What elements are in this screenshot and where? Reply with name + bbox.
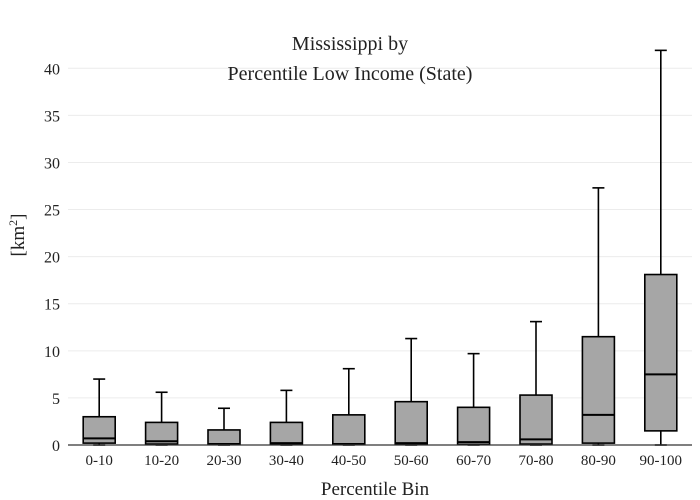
- y-tick-label: 20: [44, 250, 60, 267]
- x-tick-label: 90-100: [640, 453, 683, 469]
- box-50-60: [394, 337, 429, 446]
- box-40-50: [331, 367, 366, 446]
- y-tick-label: 40: [44, 61, 60, 78]
- box-layer: [82, 49, 678, 446]
- y-tick-label: 25: [44, 203, 60, 220]
- iqr-box: [144, 421, 179, 445]
- y-axis-label-superscript: 2: [6, 220, 20, 226]
- x-tick-label: 0-10: [85, 453, 113, 469]
- x-tick-label: 10-20: [144, 453, 179, 469]
- x-tick-label: 80-90: [581, 453, 616, 469]
- chart-title-line2: Percentile Low Income (State): [228, 63, 473, 85]
- x-tick-label: 50-60: [394, 453, 429, 469]
- box-20-30: [207, 407, 241, 446]
- iqr-box: [394, 400, 429, 446]
- y-tick-label: 30: [44, 155, 60, 172]
- iqr-box: [456, 406, 491, 446]
- y-axis-label-close: ]: [8, 214, 29, 220]
- y-tick-label: 35: [44, 108, 60, 125]
- box-30-40: [269, 389, 304, 446]
- x-tick-label: 20-30: [207, 453, 242, 469]
- iqr-box: [207, 429, 241, 446]
- box-10-20: [144, 391, 179, 446]
- x-axis-label: Percentile Bin: [321, 479, 430, 500]
- grid-layer: [68, 67, 692, 399]
- chart-title-line1: Mississippi by: [292, 33, 408, 55]
- y-axis-label: [km2]: [6, 214, 29, 257]
- box-90-100: [643, 49, 678, 446]
- x-tick-label: 40-50: [331, 453, 366, 469]
- y-axis-label-main: [km: [8, 226, 29, 257]
- x-tick-labels: 0-10 10-20 20-30 30-40 40-50 50-60 60-70 70-80 8…: [85, 453, 682, 469]
- x-tick-label: 70-80: [519, 453, 554, 469]
- y-tick-label: 10: [44, 344, 60, 361]
- y-tick-labels: 0 5 10 15 20 25 30 35 40: [44, 61, 60, 455]
- y-tick-label: 15: [44, 297, 60, 314]
- box-70-80: [519, 320, 553, 446]
- x-tick-label: 30-40: [269, 453, 304, 469]
- x-tick-label: 60-70: [456, 453, 491, 469]
- iqr-box: [643, 273, 678, 432]
- iqr-box: [331, 414, 366, 446]
- iqr-box: [581, 335, 616, 444]
- box-80-90: [581, 187, 616, 446]
- y-tick-label: 5: [52, 391, 60, 408]
- iqr-box: [269, 421, 304, 446]
- iqr-box: [519, 394, 553, 445]
- y-tick-label: 0: [52, 438, 60, 455]
- box-60-70: [456, 352, 491, 446]
- box-0-10: [82, 378, 116, 446]
